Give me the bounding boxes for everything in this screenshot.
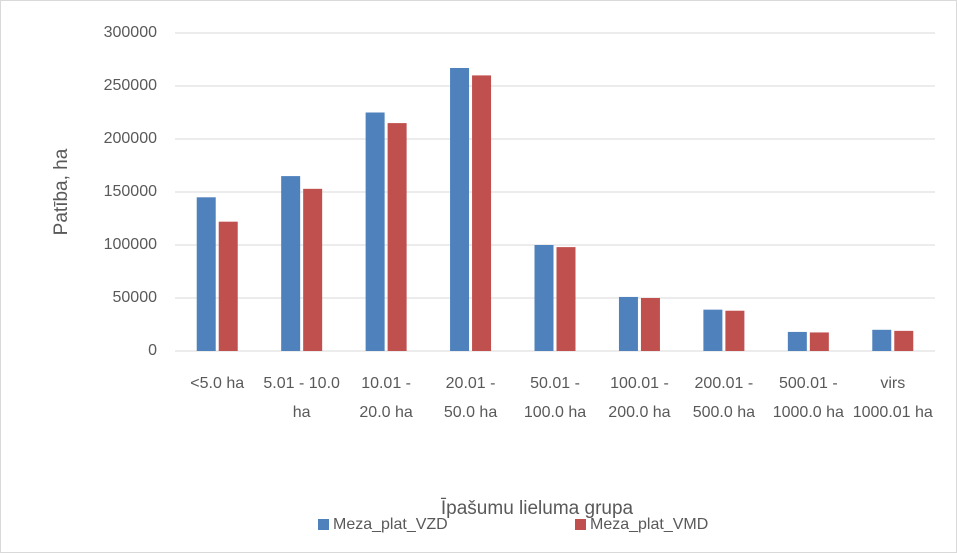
y-axis-title: Patība, ha <box>51 148 72 235</box>
x-tick-label: <5.0 ha <box>190 375 245 392</box>
legend-label: Meza_plat_VZD <box>333 516 448 533</box>
bar <box>725 310 745 351</box>
y-tick-label: 250000 <box>104 77 157 94</box>
legend-swatch <box>575 519 586 530</box>
y-tick-label: 0 <box>148 342 157 359</box>
legend-label: Meza_plat_VMD <box>590 516 708 533</box>
bar <box>894 330 914 351</box>
bar <box>303 188 323 351</box>
x-tick-label: 10.01 - 20.0 ha <box>359 375 413 421</box>
x-tick-label: 50.01 - 100.0 ha <box>523 375 587 421</box>
y-tick-label: 200000 <box>104 130 157 147</box>
bar <box>703 309 723 351</box>
y-tick-label: 100000 <box>104 236 157 253</box>
bar <box>450 67 470 351</box>
bar <box>618 296 638 351</box>
x-tick-label: virs 1000.01 ha <box>852 375 933 421</box>
x-tick-label: 5.01 - 10.0 ha <box>263 375 340 421</box>
legend-swatch <box>318 519 329 530</box>
bar <box>196 197 216 351</box>
x-tick-label: 100.01 - 200.0 ha <box>608 375 671 421</box>
x-axis-title: Īpašumu lieluma grupa <box>441 498 634 519</box>
bar <box>534 245 554 351</box>
bar <box>472 75 492 352</box>
x-tick-label: 20.01 - 50.0 ha <box>443 375 498 421</box>
bar <box>809 332 829 351</box>
bar <box>556 247 576 351</box>
bar <box>787 331 807 351</box>
bar <box>387 123 407 351</box>
bar <box>218 221 238 351</box>
bar <box>872 329 892 351</box>
y-tick-label: 300000 <box>104 24 157 41</box>
bar <box>281 176 301 351</box>
x-tick-label: 500.01 - 1000.0 ha <box>772 375 844 421</box>
bar <box>365 112 385 351</box>
bar <box>640 298 660 351</box>
y-tick-label: 50000 <box>113 289 158 306</box>
y-tick-label: 150000 <box>104 183 157 200</box>
x-tick-label: 200.01 - 500.0 ha <box>692 375 756 421</box>
